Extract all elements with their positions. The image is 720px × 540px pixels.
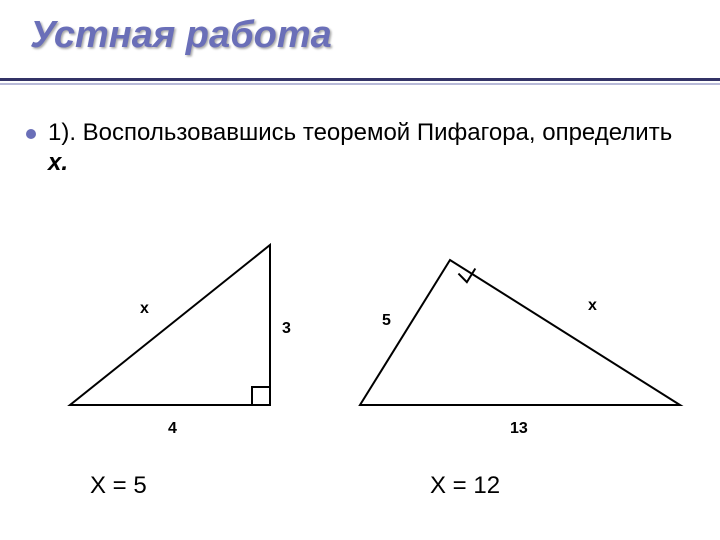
triangle-right-shape [360, 260, 680, 405]
answer-left: Х = 5 [90, 472, 147, 500]
title-rule [0, 78, 720, 85]
label-x: х [140, 300, 149, 317]
bullet-dot-icon [26, 129, 36, 139]
label-5: 5 [382, 312, 391, 329]
label-13: 13 [510, 420, 528, 435]
rule-light [0, 83, 720, 85]
body: 1). Воспользовавшись теоремой Пифагора, … [26, 118, 694, 178]
label-3: 3 [282, 320, 291, 337]
rule-dark [0, 78, 720, 81]
right-angle-icon [252, 387, 270, 405]
bullet-text: 1). Воспользовавшись теоремой Пифагора, … [48, 118, 694, 178]
slide: Устная работа 1). Воспользовавшись теоре… [0, 0, 720, 540]
figures: х 3 4 5 х 13 [0, 215, 720, 465]
triangle-left: х 3 4 [40, 205, 340, 435]
triangle-right: 5 х 13 [340, 205, 700, 435]
answer-right: Х = 12 [430, 472, 500, 500]
triangle-left-shape [70, 245, 270, 405]
label-x2: х [588, 297, 597, 314]
bullet-item: 1). Воспользовавшись теоремой Пифагора, … [26, 118, 694, 178]
label-4: 4 [168, 420, 177, 435]
slide-title: Устная работа [30, 14, 332, 57]
